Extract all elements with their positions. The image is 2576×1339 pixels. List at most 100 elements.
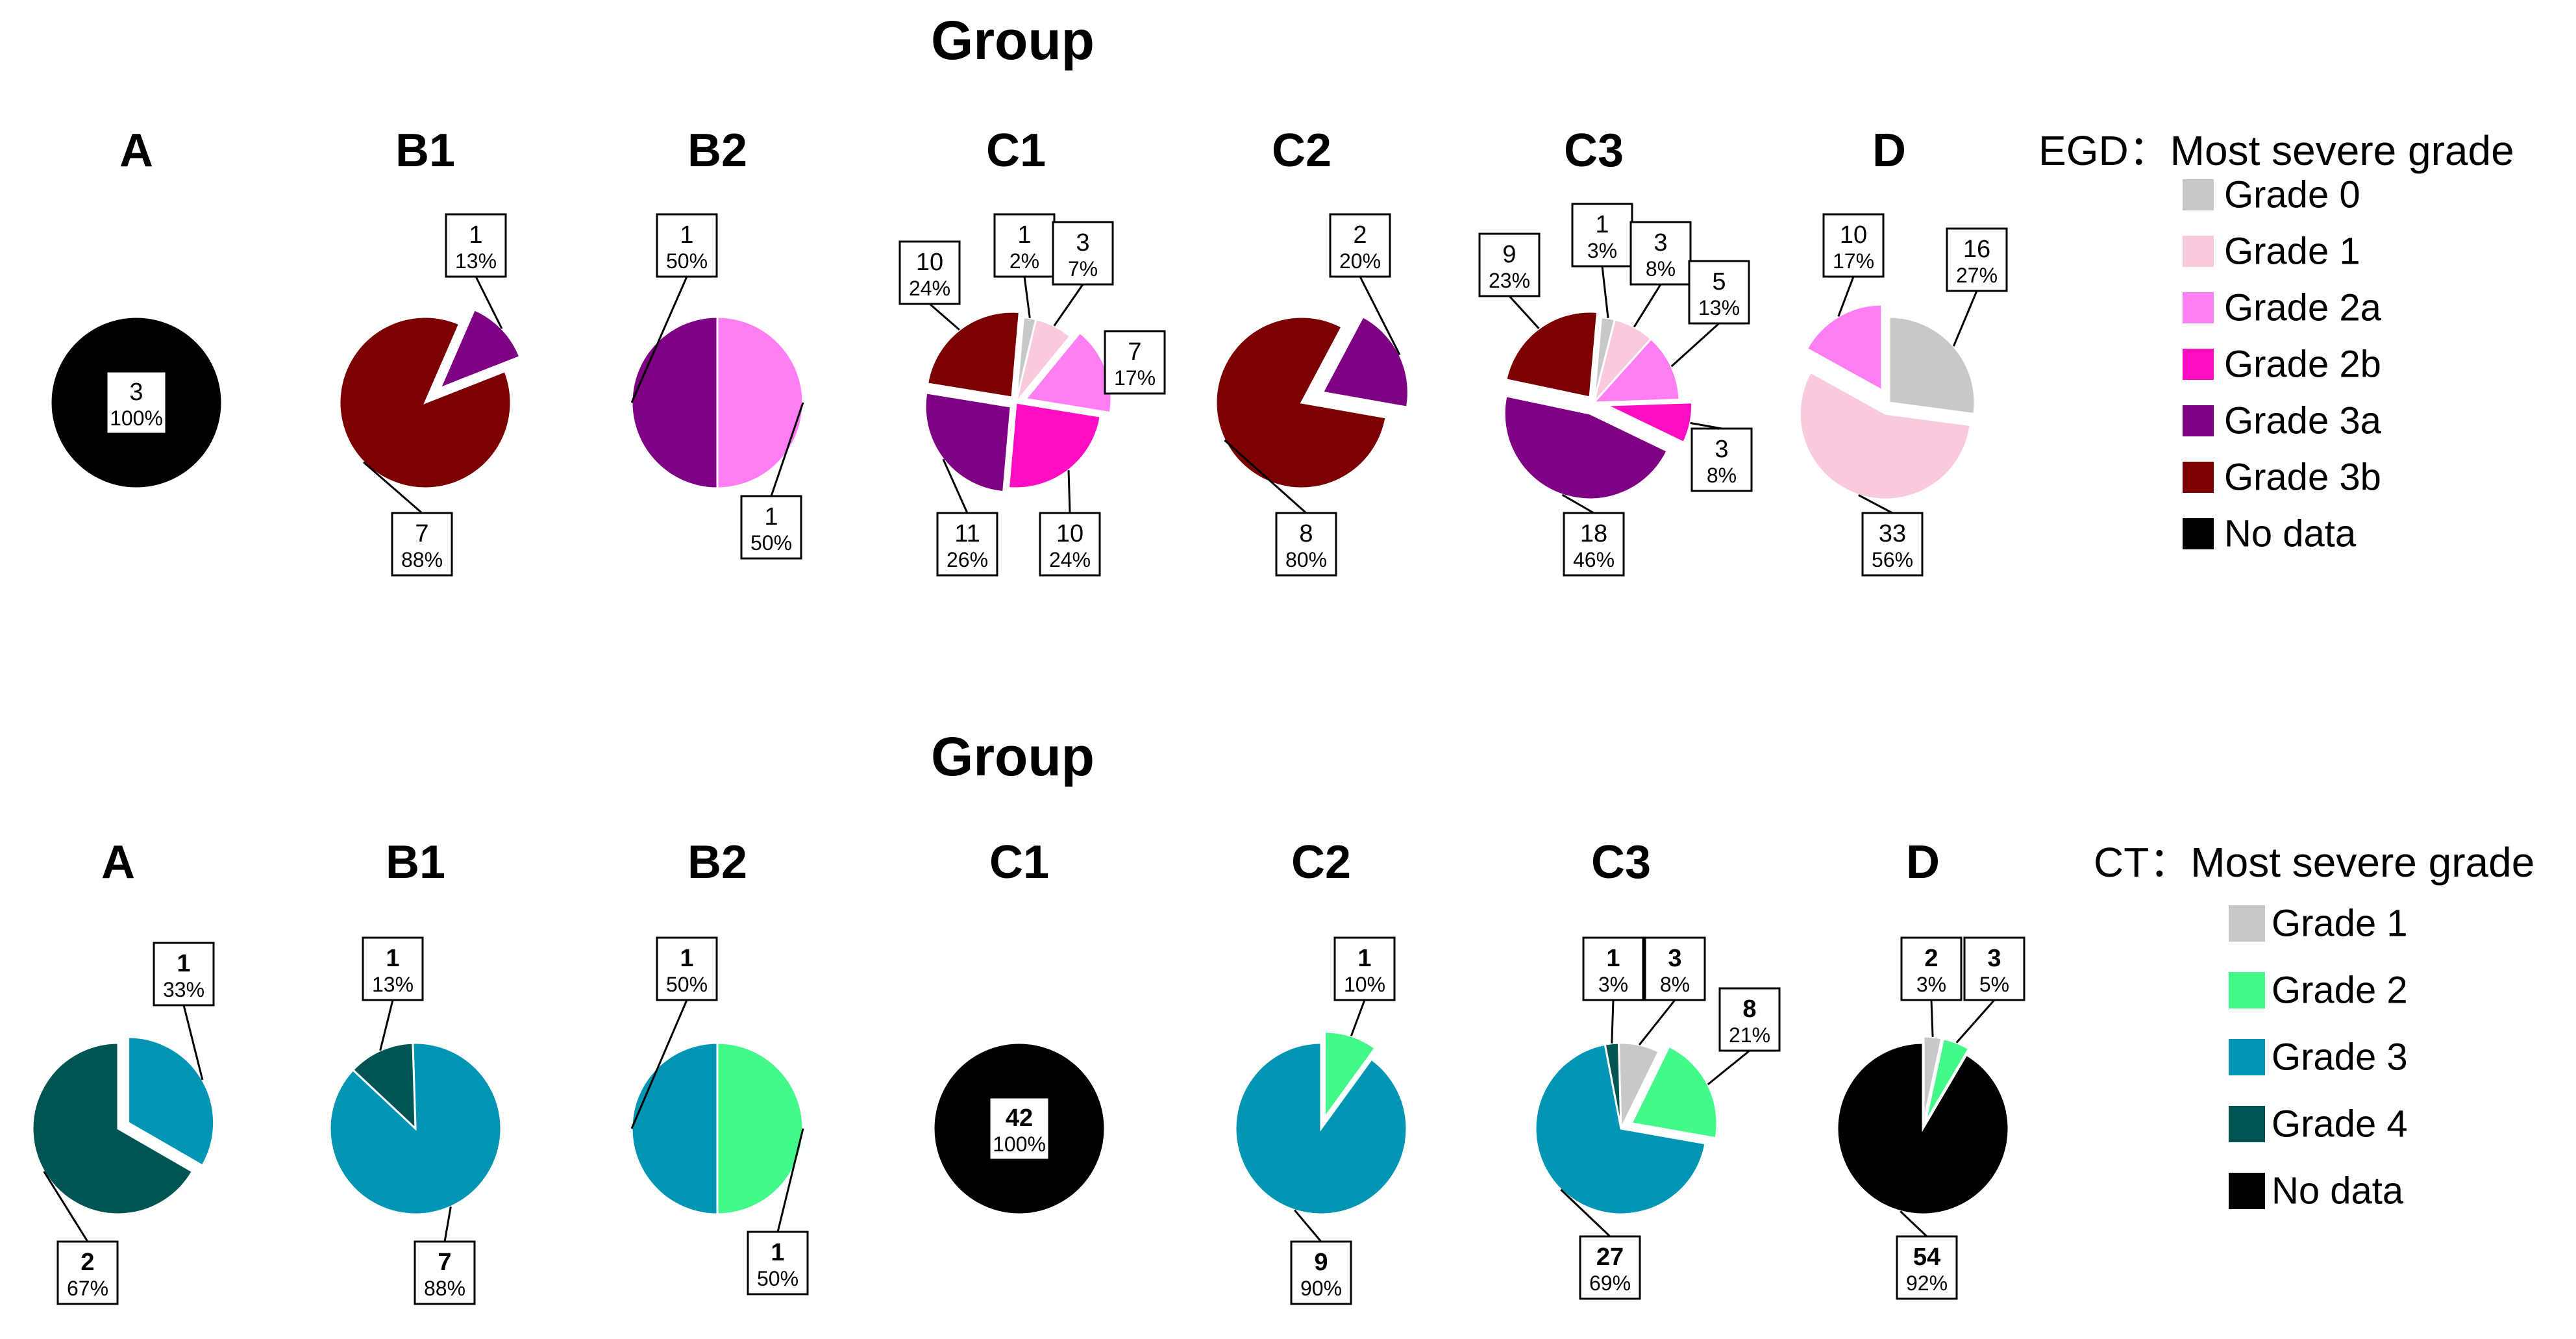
data-label-percent: 56%	[1872, 548, 1913, 571]
data-label-count: 9	[1502, 241, 1516, 268]
legend-swatch-grade-1	[2229, 905, 2265, 942]
egd-chart: GroupA3100%B1113%788%B2150%150%C112%37%7…	[49, 10, 2514, 577]
data-label-count: 2	[80, 1249, 94, 1276]
legend-swatch-grade-2a	[2183, 292, 2214, 323]
pie-label: D	[1872, 125, 1906, 177]
slice-grade-2b	[1007, 401, 1102, 490]
data-label-box	[1275, 512, 1337, 577]
slice-grade-2	[1324, 1031, 1377, 1121]
label-leader-line	[1359, 276, 1401, 356]
data-label-percent: 20%	[1339, 249, 1381, 273]
data-label-count: 42	[1006, 1105, 1033, 1132]
slice-grade-1	[1922, 1035, 1943, 1123]
data-label-box	[1039, 512, 1101, 577]
pie-c2: C2 220% 880%	[1215, 125, 1409, 577]
data-label-box	[1963, 936, 2025, 1001]
legend: CT：Most severe grade Grade 1 Grade 2 Grade …	[2094, 839, 2534, 1212]
data-label-percent: 13%	[1698, 296, 1740, 319]
legend-item-label: No data	[2224, 513, 2357, 555]
label-leader-line	[43, 1171, 89, 1242]
data-label-count: 1	[386, 945, 399, 972]
data-label-percent: 24%	[909, 277, 950, 300]
data-label-percent: 33%	[163, 978, 204, 1001]
label-leader-line	[379, 999, 394, 1051]
data-label-percent: 3%	[1598, 973, 1628, 996]
group-title: Group	[931, 726, 1095, 787]
data-label-count: 3	[1987, 945, 2001, 972]
label-leader-line	[1900, 1210, 1928, 1238]
label-leader-line	[1053, 284, 1084, 327]
data-label-count: 1	[1606, 945, 1620, 972]
slice-grade-3a	[438, 308, 521, 390]
data-label-count: 10	[1840, 221, 1867, 249]
label-leader-line	[630, 999, 688, 1129]
pie-label: B1	[386, 836, 445, 888]
data-label-count: 8	[1299, 520, 1313, 547]
data-label-box	[1052, 221, 1114, 286]
data-label-count: 1	[680, 221, 693, 249]
data-label-count: 54	[1913, 1244, 1940, 1271]
data-label-count: 3	[1653, 229, 1667, 257]
slice-grade-0	[1888, 316, 1976, 416]
label-leader-line	[770, 402, 804, 497]
label-leader-line	[630, 276, 688, 403]
slice-grade-3a	[924, 392, 1012, 494]
data-label-percent: 13%	[455, 249, 497, 273]
label-leader-line	[1707, 1049, 1750, 1086]
data-label-box	[1563, 512, 1625, 577]
data-label-percent: 88%	[401, 548, 443, 571]
legend-swatch-no-data	[2183, 518, 2214, 549]
data-label-box	[1690, 427, 1753, 492]
data-label-box	[1579, 1235, 1641, 1300]
slice-grade-1	[1015, 318, 1072, 403]
data-label-count: 10	[916, 249, 943, 276]
data-label-count: 33	[1879, 520, 1906, 547]
pie-label: A	[119, 125, 153, 177]
data-label-box	[993, 213, 1056, 278]
label-leader-line	[1560, 1188, 1611, 1238]
data-label-count: 16	[1963, 236, 1990, 263]
data-label-percent: 3%	[1587, 239, 1617, 262]
data-label-box	[988, 1096, 1050, 1161]
slice-grade-3	[127, 1036, 216, 1168]
data-label-count: 1	[1017, 221, 1031, 249]
slice-grade-2b	[1605, 401, 1693, 444]
label-leader-line	[1670, 322, 1720, 368]
data-label-percent: 100%	[993, 1133, 1046, 1156]
data-label-box	[414, 1240, 476, 1305]
data-label-percent: 67%	[67, 1277, 108, 1300]
data-label-box	[1644, 936, 1706, 1001]
legend-item-label: Grade 0	[2224, 174, 2360, 216]
data-label-box	[1688, 260, 1750, 325]
slice-grade-3b	[926, 310, 1021, 399]
data-label-box	[153, 942, 215, 1007]
label-leader-line	[1955, 999, 1996, 1044]
legend-swatch-grade-0	[2183, 179, 2214, 210]
data-label-percent: 50%	[666, 973, 708, 996]
data-label-count: 1	[1357, 945, 1371, 972]
legend-swatch-grade-4	[2229, 1106, 2265, 1142]
label-leader-line	[929, 303, 960, 331]
legend-item-label: Grade 2b	[2224, 344, 2381, 386]
data-label-percent: 27%	[1956, 264, 1998, 287]
legend-title: CT：Most severe grade	[2094, 839, 2534, 886]
data-label-box	[936, 512, 998, 577]
label-leader-line	[1023, 276, 1031, 318]
pie-label: C3	[1591, 836, 1651, 888]
data-label-percent: 10%	[1344, 973, 1385, 996]
data-label-percent: 50%	[750, 531, 792, 555]
data-label-count: 3	[1668, 945, 1681, 972]
slice-no-data	[1836, 1042, 2010, 1216]
data-label-count: 1	[764, 503, 778, 531]
data-label-percent: 13%	[372, 973, 414, 996]
data-label-count: 7	[415, 520, 428, 547]
slice-grade-3	[630, 1042, 719, 1216]
pie-label: D	[1906, 836, 1940, 888]
label-leader-line	[1067, 470, 1071, 514]
slice-grade-2	[1924, 1037, 1970, 1123]
data-label-box	[656, 213, 718, 278]
label-leader-line	[1561, 494, 1594, 514]
